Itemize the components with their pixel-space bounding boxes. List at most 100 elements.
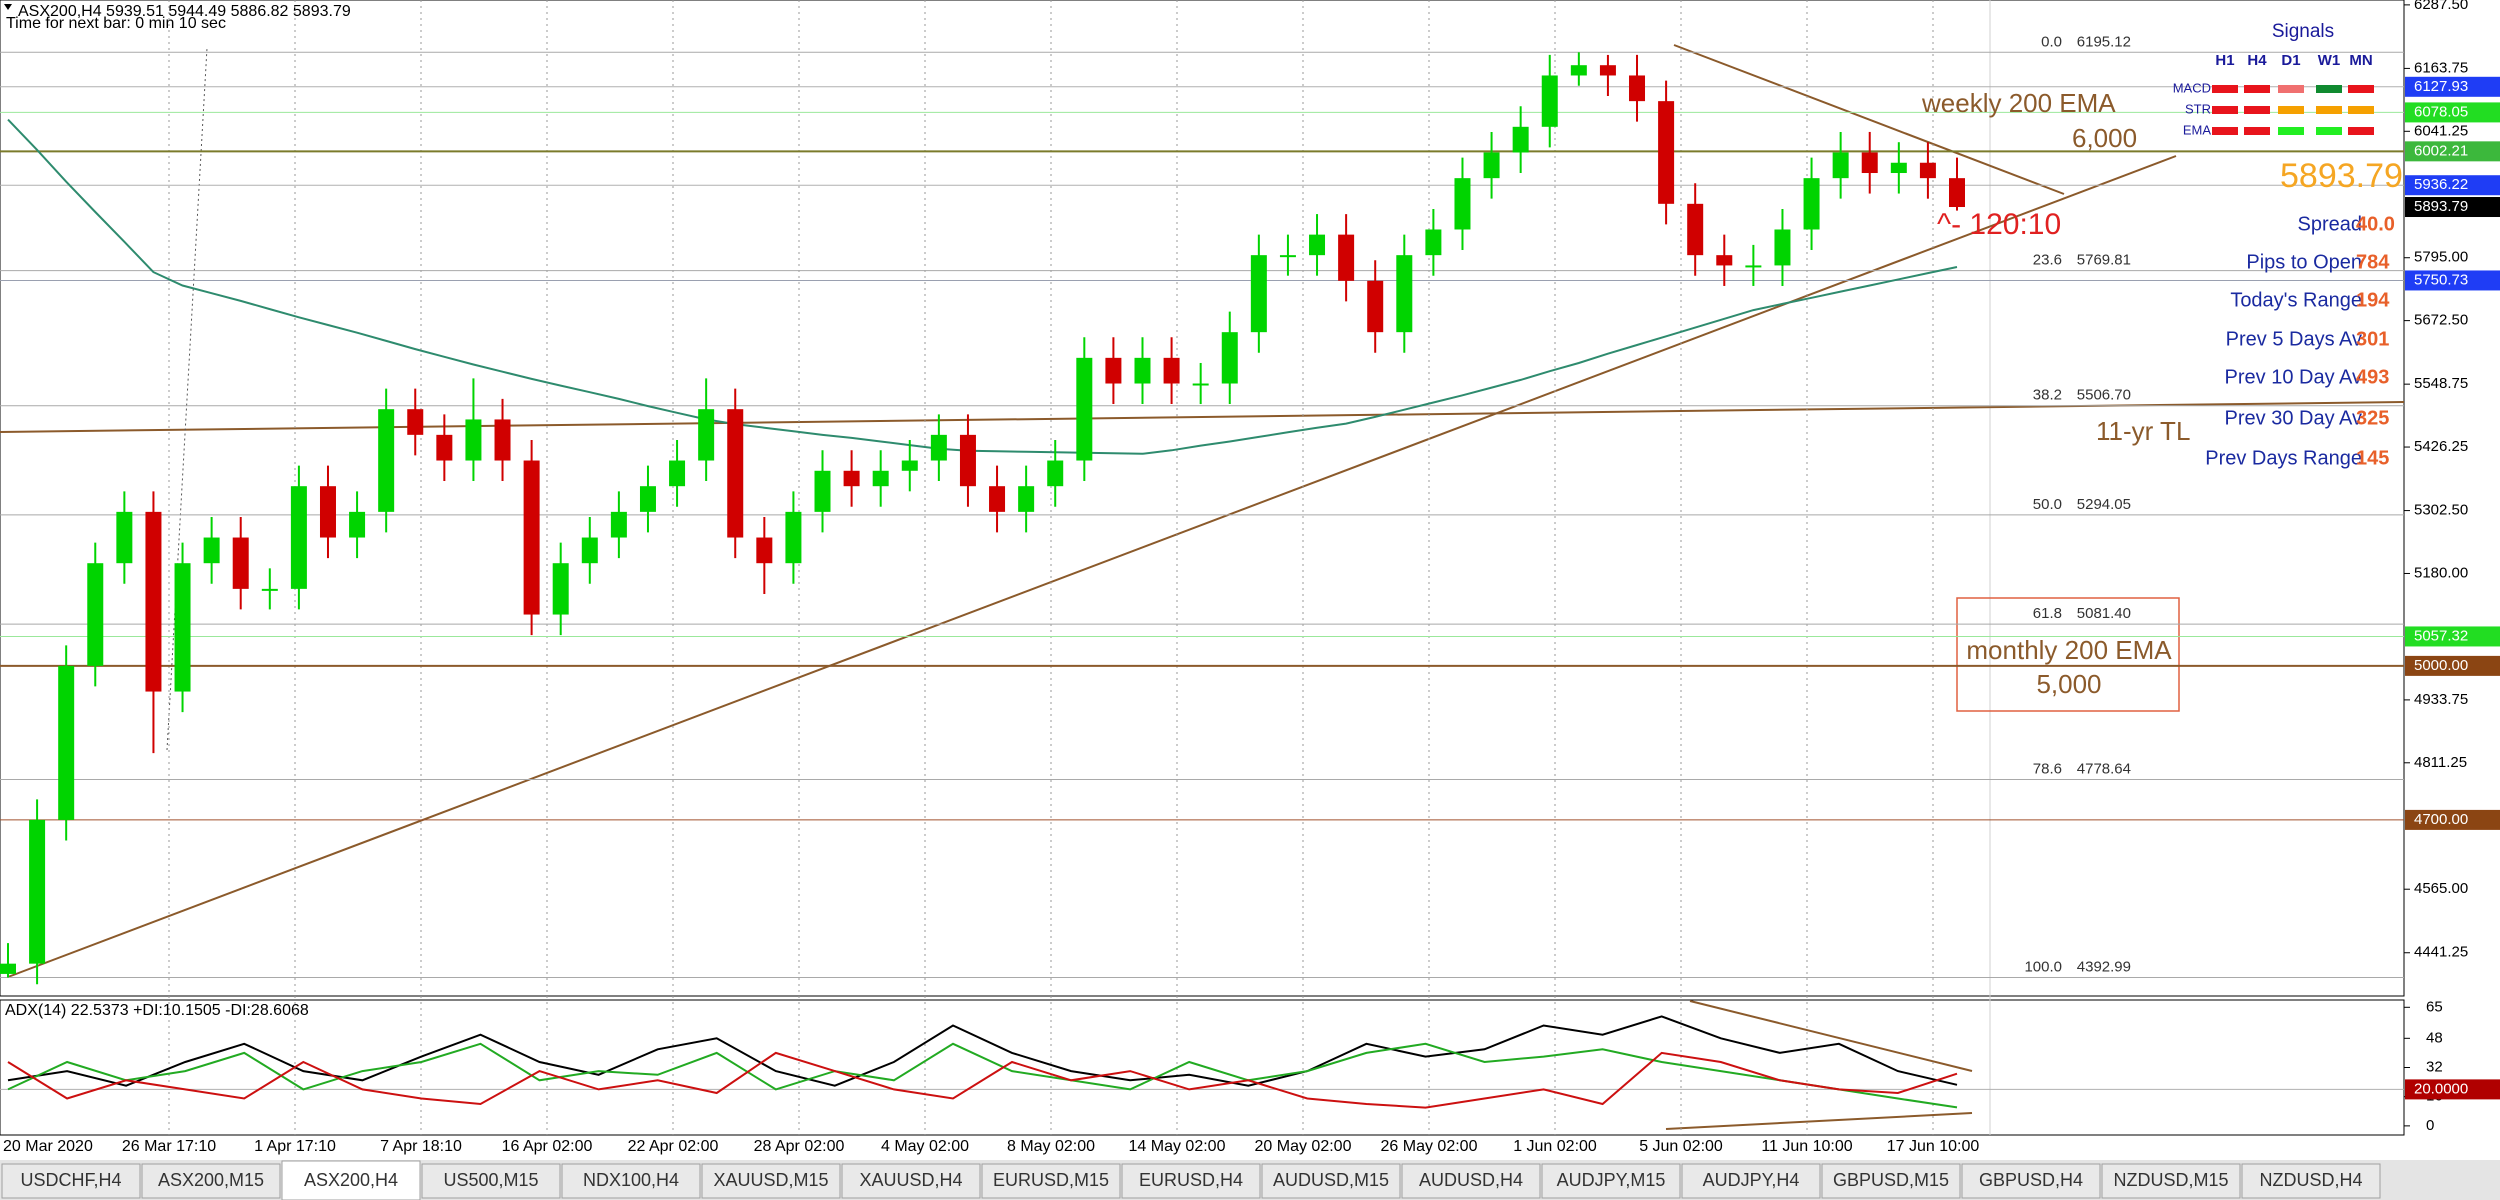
candle-body xyxy=(1803,178,1820,230)
tab[interactable] xyxy=(841,1163,981,1199)
y-tick-label: 6163.75 xyxy=(2414,59,2468,76)
signal-cell xyxy=(2212,85,2238,93)
tab-label[interactable]: AUDJPY,M15 xyxy=(1557,1170,1666,1190)
trendline xyxy=(166,47,208,751)
tab[interactable] xyxy=(1541,1163,1681,1199)
x-tick-label: 4 May 02:00 xyxy=(881,1138,969,1155)
candle-body xyxy=(552,563,569,615)
trendline xyxy=(7,155,2177,978)
candle-body xyxy=(378,409,395,512)
adx-tick-label: 0 xyxy=(2426,1117,2434,1134)
candle-body xyxy=(901,460,918,471)
tab[interactable] xyxy=(1821,1163,1961,1199)
tab-label[interactable]: NZDUSD,M15 xyxy=(2113,1170,2228,1190)
adx-line xyxy=(7,1042,1958,1109)
tab[interactable] xyxy=(1681,1163,1821,1199)
candle-body xyxy=(29,819,46,964)
y-tick-label: 5302.50 xyxy=(2414,502,2468,519)
tab[interactable] xyxy=(281,1160,421,1200)
candle-body xyxy=(1105,357,1122,384)
price-label: 4700.00 xyxy=(2414,811,2468,828)
fib-ratio: 100.0 xyxy=(2024,958,2062,975)
tab[interactable] xyxy=(2101,1163,2241,1199)
candle-body xyxy=(1076,357,1093,461)
candle-body xyxy=(1192,383,1209,386)
candle-body xyxy=(1949,178,1965,208)
tab-label[interactable]: GBPUSD,M15 xyxy=(1833,1170,1949,1190)
candle-body xyxy=(174,563,191,692)
price-label: 5000.00 xyxy=(2414,657,2468,674)
candle-body xyxy=(698,409,715,461)
candle-body xyxy=(290,486,307,589)
y-tick-label: 4933.75 xyxy=(2414,691,2468,708)
candle-body xyxy=(58,665,75,820)
candle-body xyxy=(465,419,482,461)
tab-label[interactable]: US500,M15 xyxy=(443,1170,538,1190)
tab[interactable] xyxy=(1,1163,141,1199)
signal-column: H1 xyxy=(2215,52,2234,69)
fib-ratio: 61.8 xyxy=(2033,605,2062,622)
x-tick-label: 26 Mar 17:10 xyxy=(122,1138,216,1155)
trendline xyxy=(0,401,2405,433)
tab[interactable] xyxy=(561,1163,701,1199)
annotation: 6,000 xyxy=(2072,123,2137,153)
tab-label[interactable]: XAUUSD,M15 xyxy=(713,1170,828,1190)
annotation: monthly 200 EMA xyxy=(1966,635,2172,665)
tab[interactable] xyxy=(421,1163,561,1199)
tab[interactable] xyxy=(1121,1163,1261,1199)
candle-body xyxy=(0,963,16,974)
signal-cell xyxy=(2244,106,2270,114)
x-tick-label: 1 Jun 02:00 xyxy=(1513,1138,1597,1155)
chart-header: ASX200,H4 5939.51 5944.49 5886.82 5893.7… xyxy=(18,3,351,20)
tab[interactable] xyxy=(1261,1163,1401,1199)
candle-body xyxy=(1629,75,1646,102)
info-label: Prev 10 Day Av xyxy=(2225,366,2362,388)
tab[interactable] xyxy=(981,1163,1121,1199)
signal-column: MN xyxy=(2349,52,2372,69)
tab-label[interactable]: AUDUSD,M15 xyxy=(1273,1170,1389,1190)
tab[interactable] xyxy=(1401,1163,1541,1199)
candle-body xyxy=(1745,265,1762,268)
info-label: Prev 30 Day Av xyxy=(2225,407,2362,429)
tab-label[interactable]: NZDUSD,H4 xyxy=(2259,1170,2362,1190)
tab-label[interactable]: EURUSD,M15 xyxy=(993,1170,1109,1190)
signal-cell xyxy=(2316,106,2342,114)
price-label: 5893.79 xyxy=(2414,198,2468,215)
tab[interactable] xyxy=(2241,1163,2381,1199)
candle-body xyxy=(581,537,598,564)
candle-body xyxy=(1338,234,1355,281)
candle-body xyxy=(1890,162,1907,174)
candle-body xyxy=(1250,255,1267,333)
tab-label[interactable]: NDX100,H4 xyxy=(583,1170,679,1190)
candle-body xyxy=(261,588,278,591)
tab-label[interactable]: AUDUSD,H4 xyxy=(1419,1170,1523,1190)
candle-body xyxy=(116,511,133,564)
adx-tick-label: 32 xyxy=(2426,1058,2443,1075)
tab-label[interactable]: XAUUSD,H4 xyxy=(859,1170,962,1190)
tab[interactable] xyxy=(141,1163,281,1199)
tab[interactable] xyxy=(1961,1163,2101,1199)
tab-label[interactable]: GBPUSD,H4 xyxy=(1979,1170,2083,1190)
x-tick-label: 8 May 02:00 xyxy=(1007,1138,1095,1155)
info-label: Spread xyxy=(2298,213,2363,235)
trendline xyxy=(1673,44,2065,195)
tab-label[interactable]: AUDJPY,H4 xyxy=(1703,1170,1800,1190)
tab-label[interactable]: USDCHF,H4 xyxy=(20,1170,121,1190)
y-tick-label: 4565.00 xyxy=(2414,880,2468,897)
fib-price: 4392.99 xyxy=(2077,958,2131,975)
price-label-bg xyxy=(2405,626,2500,647)
info-value: 145 xyxy=(2356,447,2389,469)
candle-body xyxy=(1367,280,1384,333)
tab-label[interactable]: EURUSD,H4 xyxy=(1139,1170,1243,1190)
annotation-box xyxy=(1956,597,2180,712)
annotation: 11-yr TL xyxy=(2096,416,2190,446)
info-label: Today's Range xyxy=(2230,289,2362,311)
tab[interactable] xyxy=(701,1163,841,1199)
tab-label[interactable]: ASX200,M15 xyxy=(158,1170,264,1190)
adx-level-bg xyxy=(2405,1079,2500,1100)
candle-body xyxy=(930,434,947,461)
signal-cell xyxy=(2348,106,2374,114)
menu-arrow xyxy=(4,4,12,10)
tab-label[interactable]: ASX200,H4 xyxy=(304,1170,398,1190)
x-tick-label: 17 Jun 10:00 xyxy=(1887,1138,1980,1155)
